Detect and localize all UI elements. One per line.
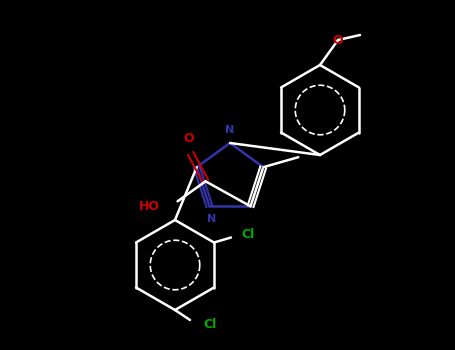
Text: Cl: Cl — [241, 228, 254, 241]
Text: Cl: Cl — [203, 318, 216, 331]
Text: HO: HO — [139, 200, 160, 213]
Text: N: N — [225, 125, 235, 135]
Text: N: N — [207, 214, 216, 224]
Text: O: O — [333, 34, 344, 47]
Text: O: O — [183, 132, 194, 145]
